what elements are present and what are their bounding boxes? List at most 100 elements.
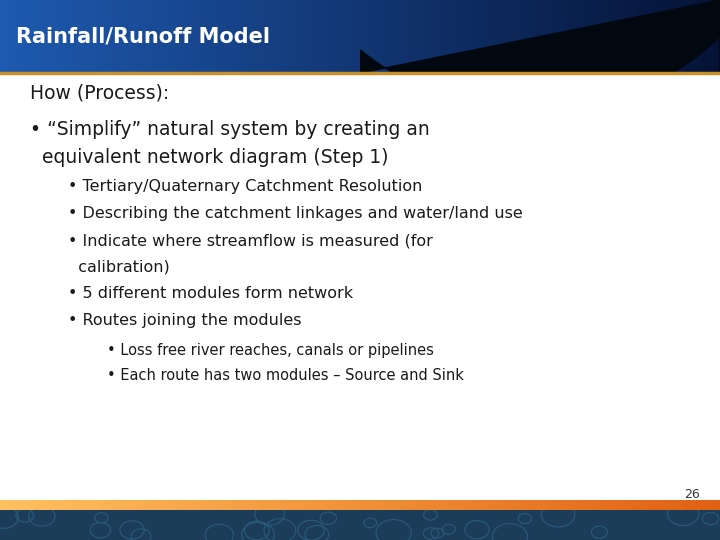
Bar: [252, 0, 258, 73]
Bar: [222, 0, 228, 73]
Bar: [72, 0, 78, 73]
Bar: [462, 0, 468, 73]
Bar: [198, 500, 207, 510]
Text: • Tertiary/Quaternary Catchment Resolution: • Tertiary/Quaternary Catchment Resoluti…: [68, 179, 423, 194]
Bar: [510, 0, 516, 73]
Text: 26: 26: [684, 488, 700, 501]
Bar: [648, 500, 657, 510]
Bar: [45, 500, 54, 510]
Text: • Describing the catchment linkages and water/land use: • Describing the catchment linkages and …: [68, 206, 523, 221]
Bar: [594, 0, 600, 73]
Bar: [351, 500, 360, 510]
Bar: [192, 0, 198, 73]
Bar: [234, 0, 240, 73]
Bar: [480, 0, 486, 73]
Bar: [522, 500, 531, 510]
Bar: [156, 0, 162, 73]
Bar: [504, 500, 513, 510]
Bar: [486, 500, 495, 510]
Bar: [153, 500, 162, 510]
Bar: [63, 500, 72, 510]
Bar: [558, 0, 564, 73]
Bar: [12, 0, 18, 73]
Bar: [588, 0, 594, 73]
Bar: [99, 500, 108, 510]
Bar: [210, 0, 216, 73]
Bar: [474, 0, 480, 73]
Bar: [636, 0, 642, 73]
Bar: [300, 0, 306, 73]
Bar: [441, 500, 450, 510]
Bar: [690, 0, 696, 73]
Bar: [666, 500, 675, 510]
Bar: [582, 0, 588, 73]
Bar: [564, 0, 570, 73]
Bar: [666, 0, 672, 73]
Bar: [276, 0, 282, 73]
Bar: [369, 500, 378, 510]
Bar: [294, 0, 300, 73]
Bar: [240, 0, 246, 73]
Bar: [432, 500, 441, 510]
Bar: [18, 500, 27, 510]
Bar: [36, 0, 42, 73]
Bar: [534, 0, 540, 73]
Bar: [336, 0, 342, 73]
Bar: [162, 0, 168, 73]
Bar: [384, 0, 390, 73]
Bar: [114, 0, 120, 73]
Bar: [702, 0, 708, 73]
Bar: [189, 500, 198, 510]
Bar: [624, 0, 630, 73]
Bar: [402, 0, 408, 73]
Bar: [642, 0, 648, 73]
Bar: [252, 500, 261, 510]
Bar: [216, 500, 225, 510]
Bar: [450, 500, 459, 510]
Bar: [198, 0, 204, 73]
Bar: [654, 0, 660, 73]
Bar: [621, 500, 630, 510]
Bar: [372, 0, 378, 73]
Bar: [513, 500, 522, 510]
Bar: [405, 500, 414, 510]
Bar: [66, 0, 72, 73]
Bar: [228, 0, 234, 73]
Bar: [678, 0, 684, 73]
Bar: [390, 0, 396, 73]
Text: • Each route has two modules – Source and Sink: • Each route has two modules – Source an…: [107, 368, 464, 383]
Bar: [297, 500, 306, 510]
Bar: [396, 500, 405, 510]
Bar: [0, 0, 6, 73]
Bar: [492, 0, 498, 73]
Bar: [102, 0, 108, 73]
Bar: [468, 0, 474, 73]
Bar: [279, 500, 288, 510]
Bar: [630, 500, 639, 510]
Bar: [306, 500, 315, 510]
Text: How (Process):: How (Process):: [30, 84, 169, 103]
Bar: [603, 500, 612, 510]
Bar: [288, 500, 297, 510]
Text: • 5 different modules form network: • 5 different modules form network: [68, 286, 354, 301]
Bar: [168, 0, 174, 73]
Bar: [84, 0, 90, 73]
Bar: [204, 0, 210, 73]
Bar: [630, 0, 636, 73]
Bar: [558, 500, 567, 510]
Bar: [549, 500, 558, 510]
Bar: [486, 0, 492, 73]
Bar: [180, 500, 189, 510]
Bar: [270, 0, 276, 73]
Bar: [618, 0, 624, 73]
Bar: [42, 0, 48, 73]
Bar: [306, 0, 312, 73]
Text: Rainfall/Runoff Model: Rainfall/Runoff Model: [16, 26, 270, 46]
Bar: [225, 500, 234, 510]
Bar: [546, 0, 552, 73]
Bar: [150, 0, 156, 73]
Bar: [516, 0, 522, 73]
Bar: [180, 0, 186, 73]
Bar: [444, 0, 450, 73]
Bar: [420, 0, 426, 73]
